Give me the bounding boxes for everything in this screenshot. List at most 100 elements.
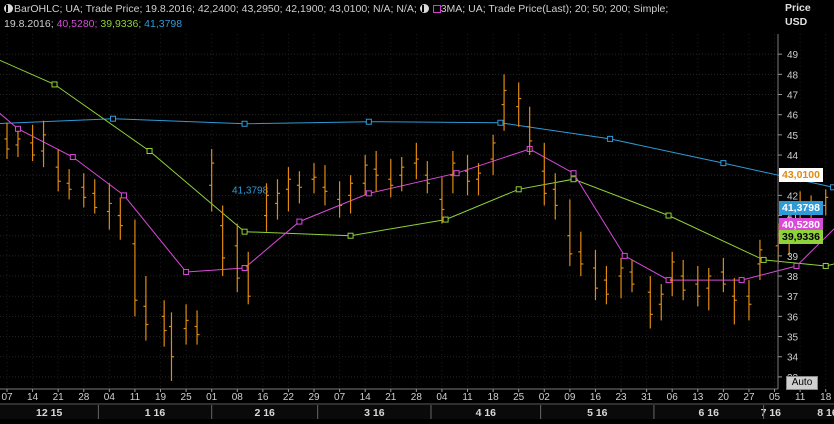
x-tick-label: 09 <box>564 392 576 403</box>
ma-marker-200 <box>242 121 247 126</box>
y-tick-label: 47 <box>787 91 799 102</box>
x-tick-label: 23 <box>615 392 627 403</box>
ma-marker-20 <box>121 193 126 198</box>
y-tick-label: 34 <box>787 353 799 364</box>
legend-ma-date: 19.8.2016; <box>4 18 54 30</box>
x-tick-label: 28 <box>78 392 90 403</box>
x-tick-label: 02 <box>539 392 551 403</box>
ma-marker-50 <box>147 148 152 153</box>
x-tick-label: 06 <box>667 392 679 403</box>
legend-ma-values-row: 19.8.2016; 40,5280; 39,9336; 41,3798 <box>4 18 182 30</box>
y-tick-label: 48 <box>787 70 799 81</box>
price-tag: 39,9336 <box>779 230 823 244</box>
ma-marker-50 <box>761 257 766 262</box>
legend-bar-row: BarOHLC; UA; Trade Price; 19.8.2016; 42,… <box>4 3 668 15</box>
ma-marker-50 <box>666 213 671 218</box>
price-tag: 41,3798 <box>779 201 823 215</box>
ma-marker-20 <box>366 191 371 196</box>
y-tick-label: 39 <box>787 252 799 263</box>
x-tick-label: 04 <box>436 392 448 403</box>
legend-ma-text: 3MA; UA; Trade Price(Last); 20; 50; 200;… <box>441 3 669 15</box>
ma-marker-200 <box>721 161 726 166</box>
x-tick-label: 07 <box>1 392 13 403</box>
legend-bar-text: BarOHLC; UA; Trade Price; 19.8.2016; 42,… <box>14 3 417 15</box>
ma-marker-50 <box>242 229 247 234</box>
ma-marker-icon <box>433 5 441 13</box>
price-tag: 43,0100 <box>779 168 823 182</box>
x-tick-label: 20 <box>718 392 730 403</box>
x-month-label: 8 16 <box>817 407 834 419</box>
x-month-label: 1 16 <box>145 407 166 419</box>
ma-marker-20 <box>70 155 75 160</box>
ma-marker-20 <box>571 171 576 176</box>
ma-marker-20 <box>794 263 799 268</box>
x-tick-label: 19 <box>155 392 167 403</box>
x-month-label: 3 16 <box>364 407 385 419</box>
ma-marker-50 <box>348 233 353 238</box>
y-tick-label: 49 <box>787 50 799 61</box>
y-tick-label: 44 <box>787 151 799 162</box>
x-tick-label: 18 <box>820 392 832 403</box>
ma-marker-50 <box>571 177 576 182</box>
legend-ma-value-50: 39,9336; <box>100 18 141 30</box>
x-tick-label: 29 <box>308 392 320 403</box>
ma-marker-200 <box>831 185 834 190</box>
x-tick-label: 11 <box>130 392 141 403</box>
ma-marker-20 <box>15 126 20 131</box>
x-tick-label: 31 <box>641 392 653 403</box>
y-tick-label: 37 <box>787 292 799 303</box>
y-tick-label: 36 <box>787 312 799 323</box>
x-tick-label: 16 <box>257 392 269 403</box>
x-tick-label: 01 <box>206 392 218 403</box>
chart-legend: BarOHLC; UA; Trade Price; 19.8.2016; 42,… <box>0 0 834 34</box>
x-tick-label: 21 <box>53 392 65 403</box>
ma-marker-50 <box>443 217 448 222</box>
x-tick-label: 21 <box>385 392 397 403</box>
legend-ma-value-20: 41,3798 <box>144 18 182 30</box>
ma-overlay-label: 41,3798 <box>232 185 269 196</box>
ma-marker-200 <box>608 136 613 141</box>
x-tick-label: 16 <box>590 392 602 403</box>
y-tick-label: 46 <box>787 111 799 122</box>
axis-unit-price: Price <box>785 2 811 14</box>
x-tick-label: 14 <box>27 392 39 403</box>
ma-marker-20 <box>297 219 302 224</box>
ma-marker-200 <box>366 119 371 124</box>
legend-ma-value-200: 40,5280; <box>57 18 98 30</box>
x-tick-label: 22 <box>283 392 295 403</box>
ma-marker-50 <box>52 82 57 87</box>
x-month-label: 6 16 <box>699 407 720 419</box>
ma-marker-50 <box>823 263 828 268</box>
x-tick-label: 27 <box>743 392 755 403</box>
ma-marker-200 <box>498 120 503 125</box>
x-month-label: 2 16 <box>254 407 275 419</box>
x-tick-label: 04 <box>104 392 116 403</box>
x-tick-label: 18 <box>488 392 500 403</box>
x-tick-label: 28 <box>411 392 423 403</box>
ma-marker-50 <box>516 187 521 192</box>
y-tick-label: 35 <box>787 333 799 344</box>
x-tick-label: 25 <box>513 392 525 403</box>
x-month-label: 4 16 <box>476 407 497 419</box>
ma-marker-20 <box>622 253 627 258</box>
x-tick-label: 14 <box>360 392 372 403</box>
x-month-label: 5 16 <box>587 407 608 419</box>
y-tick-label: 45 <box>787 131 799 142</box>
x-tick-label: 05 <box>769 392 781 403</box>
axis-unit-currency: USD <box>785 16 807 28</box>
ma-marker-200 <box>110 116 115 121</box>
x-tick-label: 07 <box>334 392 346 403</box>
x-month-label: 12 15 <box>36 407 62 419</box>
auto-scale-button[interactable]: Auto <box>786 376 818 390</box>
x-tick-label: 08 <box>232 392 244 403</box>
x-tick-label: 11 <box>462 392 473 403</box>
x-tick-label: 25 <box>181 392 193 403</box>
ma-marker-20 <box>739 278 744 283</box>
x-tick-label: 13 <box>692 392 704 403</box>
ma-marker-20 <box>454 171 459 176</box>
ma-series-icon[interactable] <box>420 4 429 13</box>
bar-series-icon[interactable] <box>4 4 13 13</box>
y-tick-label: 38 <box>787 272 799 283</box>
